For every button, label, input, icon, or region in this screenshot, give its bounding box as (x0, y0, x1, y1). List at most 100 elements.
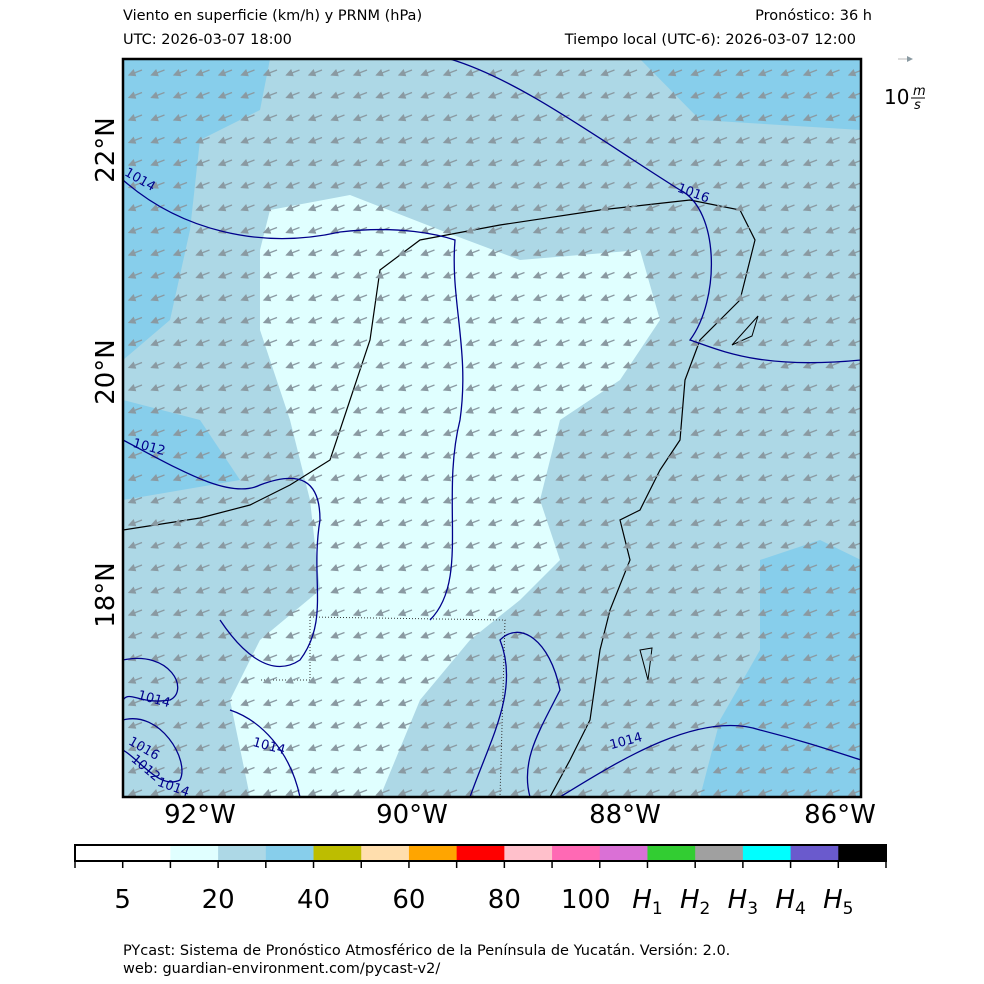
wind-arrow (555, 519, 570, 527)
wind-arrow (150, 789, 165, 797)
wind-arrow (510, 699, 525, 707)
wind-arrow (262, 789, 278, 797)
wind-arrow (532, 204, 548, 212)
wind-arrow (330, 406, 345, 414)
wind-arrow (195, 429, 210, 437)
wind-arrow (645, 586, 660, 594)
wind-arrow (397, 609, 413, 617)
wind-arrow (645, 136, 660, 144)
wind-arrow (420, 159, 435, 167)
wind-arrow (285, 271, 300, 279)
wind-arrow (150, 294, 165, 302)
colorbar-segment (408, 845, 458, 861)
wind-arrow (622, 361, 638, 369)
wind-arrow (712, 339, 728, 347)
wind-arrow (690, 159, 705, 167)
wind-arrow (172, 316, 188, 324)
wind-arrow (555, 451, 570, 459)
wind-arrow (735, 384, 750, 392)
wind-arrow (780, 429, 795, 437)
wind-arrow (667, 631, 683, 639)
wind-arrow (262, 654, 278, 662)
wind-arrow (150, 631, 165, 639)
wind-arrow (735, 271, 750, 279)
wind-arrow (802, 339, 818, 347)
wind-arrow (285, 316, 300, 324)
wind-arrow (240, 699, 255, 707)
wind-arrow (352, 564, 368, 572)
wind-arrow (330, 69, 345, 77)
wind-arrow (465, 316, 480, 324)
wind-arrow (510, 91, 525, 99)
wind-arrow (487, 204, 503, 212)
colorbar-segment (313, 845, 362, 861)
wind-arrow (645, 226, 660, 234)
wind-arrow (735, 519, 750, 527)
wind-arrow (712, 406, 728, 414)
wind-arrow (510, 676, 525, 684)
wind-arrow (127, 91, 143, 99)
wind-arrow (510, 609, 525, 617)
wind-arrow (172, 609, 188, 617)
wind-arrow (240, 406, 255, 414)
wind-arrow (420, 271, 435, 279)
wind-arrow (487, 429, 503, 437)
wind-arrow (712, 91, 728, 99)
wind-arrow (195, 136, 210, 144)
wind-arrow (667, 249, 683, 257)
wind-arrow (510, 429, 525, 437)
wind-arrow (217, 519, 233, 527)
wind-arrow (622, 676, 638, 684)
wind-arrow (645, 204, 660, 212)
wind-arrow (240, 249, 255, 257)
wind-arrow (510, 744, 525, 752)
wind-arrow (172, 361, 188, 369)
wind-arrow (465, 91, 480, 99)
wind-arrow (757, 766, 773, 774)
wind-arrow (667, 406, 683, 414)
wind-arrow (172, 294, 188, 302)
wind-arrow (690, 226, 705, 234)
wind-arrow (577, 271, 593, 279)
wind-arrow (442, 609, 458, 617)
wind-arrow (262, 721, 278, 729)
wind-arrow (600, 496, 615, 504)
wind-arrow (600, 429, 615, 437)
wind-arrow (757, 406, 773, 414)
wind-arrow (645, 159, 660, 167)
wind-arrow (825, 294, 840, 302)
wind-arrow (645, 316, 660, 324)
wind-arrow (285, 181, 300, 189)
wind-arrow (757, 181, 773, 189)
wind-arrow (510, 271, 525, 279)
wind-arrow (127, 271, 143, 279)
wind-arrow (555, 91, 570, 99)
wind-arrow (555, 654, 570, 662)
wind-arrow (195, 339, 210, 347)
wind-arrow (375, 474, 390, 482)
wind-arrow (285, 699, 300, 707)
wind-arrow (285, 586, 300, 594)
wind-arrow (285, 249, 300, 257)
wind-arrow (375, 699, 390, 707)
wind-arrow (442, 519, 458, 527)
wind-arrow (555, 339, 570, 347)
wind-arrow (622, 91, 638, 99)
wind-arrow (532, 294, 548, 302)
wind-arrow (217, 406, 233, 414)
wind-arrow (622, 744, 638, 752)
wind-arrow (735, 226, 750, 234)
wind-arrow (532, 519, 548, 527)
wind-arrow (330, 789, 345, 797)
wind-arrow (465, 361, 480, 369)
wind-arrow (217, 384, 233, 392)
wind-arrow (442, 406, 458, 414)
wind-arrow (555, 541, 570, 549)
wind-arrow (802, 384, 818, 392)
wind-arrow (465, 136, 480, 144)
wind-arrow (825, 159, 840, 167)
wind-arrow (172, 541, 188, 549)
wind-arrow (217, 451, 233, 459)
wind-arrow (307, 69, 323, 77)
wind-arrow (307, 586, 323, 594)
